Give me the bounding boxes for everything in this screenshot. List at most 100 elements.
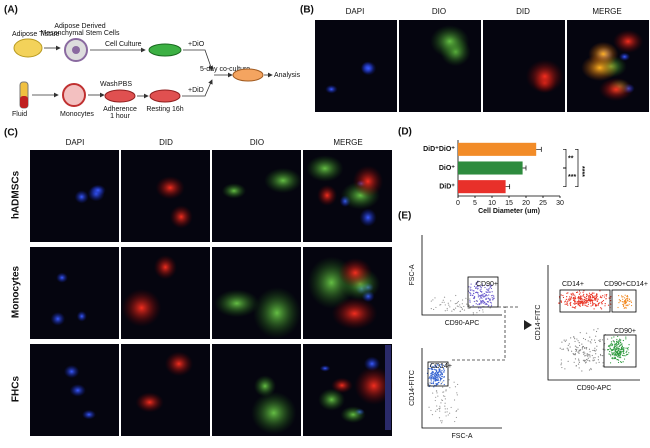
event-dot [613,355,615,357]
event-dot [484,303,486,305]
event-dot [610,342,612,345]
event-dot [612,344,614,346]
event-dot [578,358,580,360]
event-dot [434,379,436,382]
micrograph [30,150,119,242]
event-dot [624,294,626,296]
event-dot [578,302,580,304]
event-dot [582,345,585,348]
event-dot [484,286,486,289]
event-dot [454,307,457,309]
event-dot [485,298,487,300]
cell [76,310,87,322]
event-dot [593,299,595,301]
event-dot [436,405,438,407]
event-dot [482,300,485,302]
cell [340,406,366,424]
event-dot [435,377,437,379]
event-dot [488,291,490,293]
schematic-label: +DiO [188,41,205,48]
event-dot [594,350,596,352]
cell [121,288,162,327]
event-dot [617,306,619,309]
event-dot [440,402,442,404]
event-dot [481,283,483,285]
event-dot [570,301,572,304]
event-dot [627,349,629,351]
row-label: FHCs [11,376,22,403]
event-dot [596,345,598,347]
event-dot [490,302,492,304]
event-dot [575,346,578,348]
event-dot [475,291,477,294]
event-dot [473,297,476,299]
event-dot [475,300,477,302]
cell [251,391,297,435]
event-dot [616,341,619,343]
event-dot [429,384,431,386]
event-dot [590,293,592,296]
event-dot [456,305,458,307]
event-dot [491,297,493,299]
event-dot [443,380,445,382]
event-dot [597,304,599,307]
x-axis-label: Cell Diameter (um) [478,208,540,215]
event-dot [574,354,576,356]
event-dot [623,307,625,309]
event-dot [620,361,623,363]
event-dot [483,296,485,298]
axis-label: CD14-FITC [535,305,542,341]
significance-label: ** [568,156,574,163]
event-dot [623,350,625,352]
event-dot [623,355,625,357]
row-label: hADMSCs [11,170,22,219]
event-dot [442,395,445,397]
event-dot [616,340,618,342]
event-dot [625,307,627,309]
event-dot [432,376,434,378]
event-dot [580,296,582,298]
event-dot [597,302,600,304]
event-dot [613,349,615,351]
event-dot [572,353,574,355]
event-dot [436,364,439,366]
event-dot [620,352,622,354]
event-dot [485,294,487,296]
event-dot [487,285,489,287]
cell [214,289,260,318]
event-dot [595,335,597,337]
event-dot [443,296,446,298]
event-dot [576,291,579,293]
event-dot [435,390,438,392]
event-dot [478,307,480,309]
event-dot [484,295,486,297]
event-dot [574,294,576,296]
event-dot [441,369,443,372]
event-dot [578,352,580,354]
event-dot [619,341,622,343]
event-dot [482,309,484,311]
event-dot [433,375,436,377]
event-dot [593,359,596,361]
event-dot [456,394,458,396]
event-dot [574,301,576,303]
panel-label: (C) [4,128,18,139]
event-dot [585,295,588,298]
event-dot [435,382,437,385]
event-dot [431,374,433,376]
event-dot [476,300,478,302]
arrow [182,79,213,97]
event-dot [584,362,587,364]
event-dot [626,353,628,355]
event-dot [438,364,440,366]
event-dot [619,338,621,340]
event-dot [444,310,446,312]
event-dot [609,344,611,346]
axis-label: FSC-A [409,264,416,285]
cell [253,375,277,397]
event-dot [480,303,482,305]
event-dot [574,338,576,340]
event-dot [437,379,439,381]
event-dot [608,349,610,351]
schematic-label: 5-day co-culture [200,66,250,73]
